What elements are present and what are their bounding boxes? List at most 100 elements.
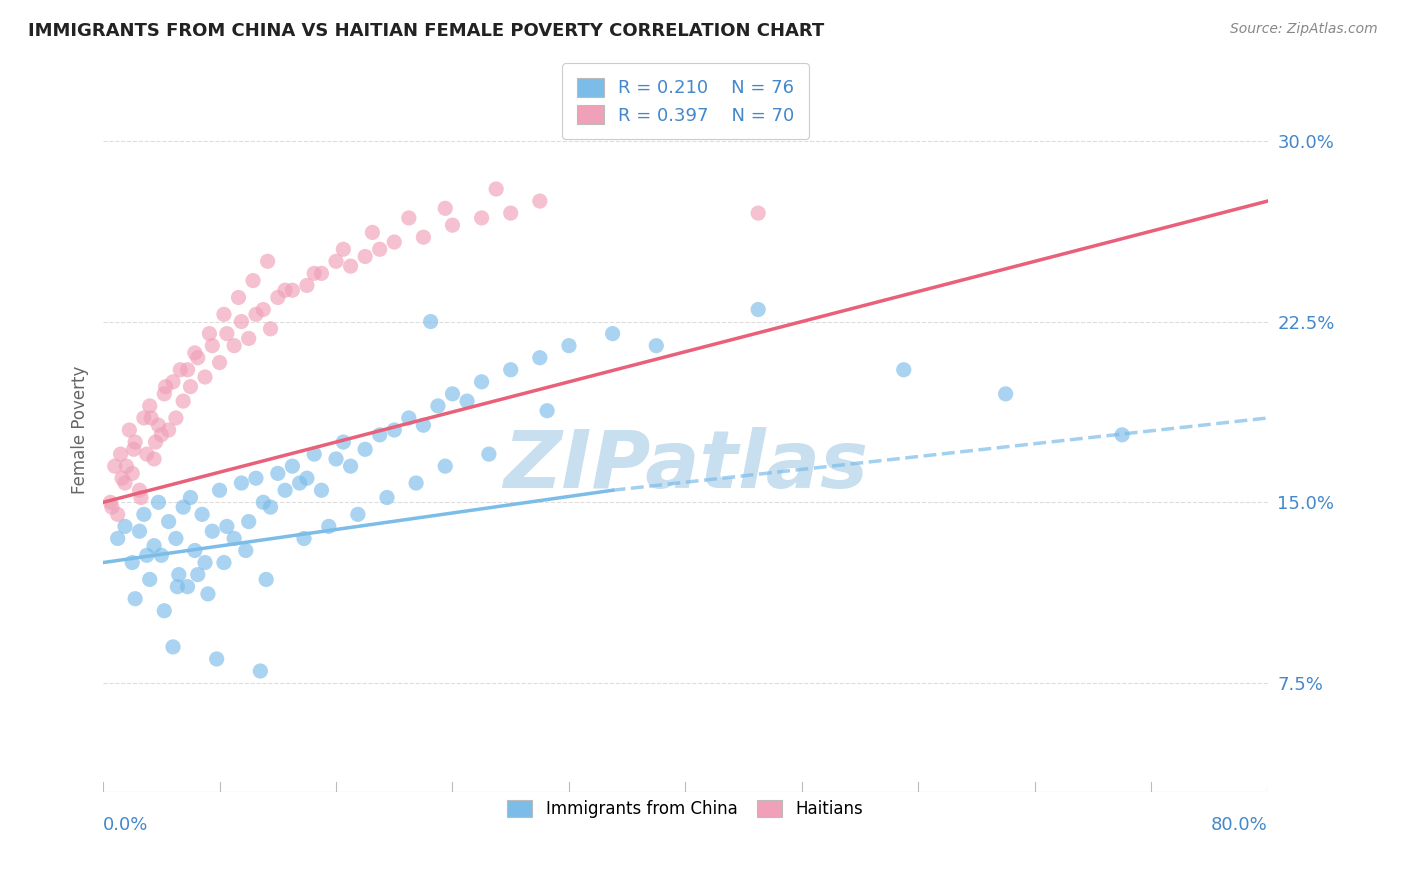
Point [153,604,176,618]
Point [143,539,166,553]
Point [426,399,449,413]
Point [361,226,384,240]
Point [295,471,318,485]
Point [645,339,668,353]
Point [456,394,478,409]
Point [252,495,274,509]
Point [325,254,347,268]
Point [245,307,267,321]
Point [148,495,170,509]
Point [184,543,207,558]
Point [172,500,194,515]
Point [191,508,214,522]
Point [398,211,420,225]
Point [121,467,143,481]
Point [165,532,187,546]
Point [382,235,405,249]
Point [215,519,238,533]
Point [208,483,231,498]
Point [245,471,267,485]
Point [212,556,235,570]
Point [231,314,253,328]
Point [121,556,143,570]
Point [187,567,209,582]
Point [434,202,457,216]
Point [150,427,173,442]
Point [254,573,277,587]
Point [994,387,1017,401]
Point [157,515,180,529]
Point [124,435,146,450]
Point [434,459,457,474]
Point [148,418,170,433]
Text: IMMIGRANTS FROM CHINA VS HAITIAN FEMALE POVERTY CORRELATION CHART: IMMIGRANTS FROM CHINA VS HAITIAN FEMALE … [28,22,824,40]
Point [256,254,278,268]
Point [267,290,290,304]
Point [107,532,129,546]
Point [194,370,217,384]
Point [135,447,157,461]
Point [176,580,198,594]
Point [179,379,201,393]
Point [441,387,464,401]
Point [602,326,624,341]
Point [1111,427,1133,442]
Point [138,399,160,413]
Point [339,259,361,273]
Point [274,283,297,297]
Point [100,495,122,509]
Point [249,664,271,678]
Point [259,500,281,515]
Point [166,580,188,594]
Point [471,211,494,225]
Point [311,266,333,280]
Point [150,549,173,563]
Text: 0.0%: 0.0% [103,815,149,834]
Text: ZIPatlas: ZIPatlas [503,427,868,505]
Text: Source: ZipAtlas.com: Source: ZipAtlas.com [1230,22,1378,37]
Point [157,423,180,437]
Point [194,556,217,570]
Point [412,418,434,433]
Point [295,278,318,293]
Point [187,351,209,365]
Point [143,451,166,466]
Point [302,266,325,280]
Point [419,314,441,328]
Point [165,411,187,425]
Point [138,573,160,587]
Point [485,182,508,196]
Point [302,447,325,461]
Point [893,363,915,377]
Point [132,508,155,522]
Point [252,302,274,317]
Point [238,331,260,345]
Point [281,459,304,474]
Point [201,524,224,539]
Point [311,483,333,498]
Point [259,322,281,336]
Point [107,508,129,522]
Point [747,302,769,317]
Point [101,500,124,515]
Point [135,549,157,563]
Point [231,476,253,491]
Text: 80.0%: 80.0% [1211,815,1268,834]
Point [153,387,176,401]
Point [235,543,257,558]
Point [242,274,264,288]
Point [412,230,434,244]
Point [111,471,134,485]
Point [398,411,420,425]
Point [179,491,201,505]
Point [224,532,246,546]
Point [375,491,398,505]
Point [558,339,581,353]
Point [529,351,551,365]
Point [215,326,238,341]
Point [176,363,198,377]
Point [124,591,146,606]
Point [288,476,311,491]
Point [198,326,221,341]
Point [114,519,136,533]
